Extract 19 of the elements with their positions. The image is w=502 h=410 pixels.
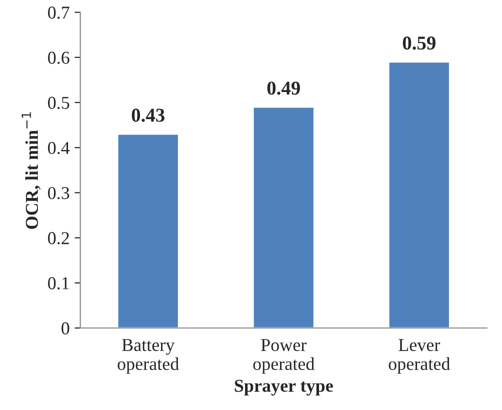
x-tick-label: Power operated <box>253 339 314 374</box>
y-tick-label: 0.2 <box>48 232 69 244</box>
y-tick-label: 0.3 <box>48 186 70 200</box>
y-tick-label: 0 <box>62 322 70 334</box>
y-tick-label: 0.7 <box>48 6 70 19</box>
y-tick-label: 0.4 <box>48 142 70 154</box>
x-axis-title: Sprayer type <box>234 380 333 396</box>
y-tick-label: 0.1 <box>48 277 69 290</box>
bar <box>388 61 450 328</box>
y-tick-label: 0.5 <box>48 96 70 110</box>
bar <box>252 106 315 328</box>
y-tick-label: 0.6 <box>48 52 70 64</box>
x-tick-label: Battery operated <box>118 339 179 374</box>
data-label: 0.43 <box>132 108 164 122</box>
x-tick-label: Lever operated <box>388 339 450 374</box>
data-label: 0.49 <box>267 82 300 95</box>
y-axis-title: OCR, lit min$^{−1}$ <box>22 112 41 229</box>
bar <box>116 133 180 328</box>
data-label: 0.59 <box>402 36 436 50</box>
